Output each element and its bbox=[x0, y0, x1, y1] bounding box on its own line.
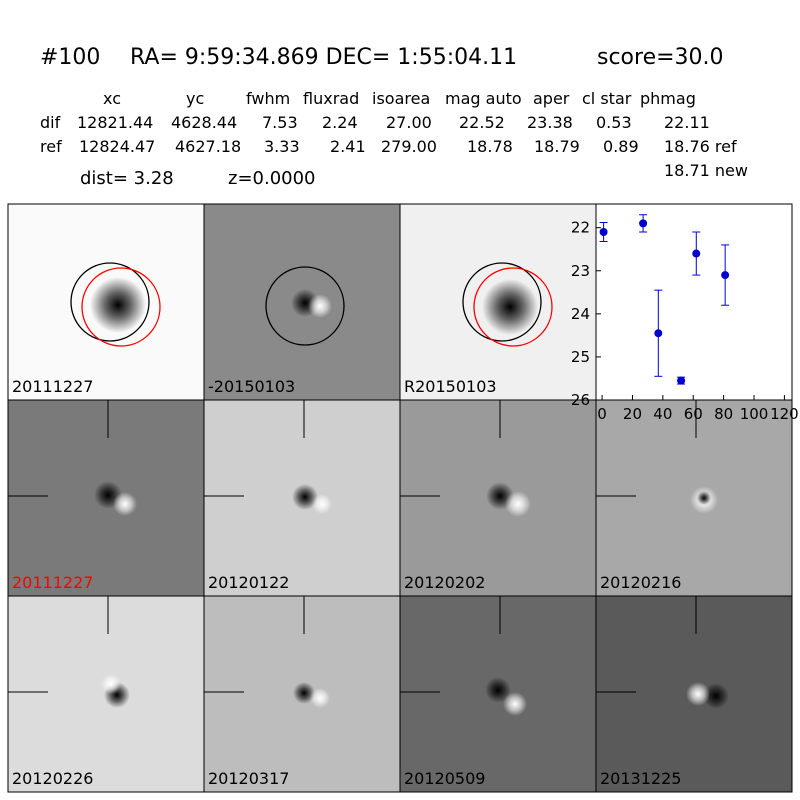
stamp-label: R20150103 bbox=[404, 377, 497, 396]
data-point bbox=[692, 249, 701, 258]
stamp-label: 20120122 bbox=[208, 573, 289, 592]
data-point bbox=[654, 329, 663, 338]
stamp: 20120509 bbox=[399, 595, 597, 793]
object-id: #100 bbox=[40, 45, 100, 70]
aperture-circle bbox=[81, 267, 161, 347]
table-cell: 22.11 bbox=[664, 113, 710, 132]
source-positive bbox=[310, 688, 330, 708]
stamp-label: 20111227 bbox=[12, 573, 93, 592]
source-positive bbox=[312, 494, 332, 514]
table-cell: 0.53 bbox=[596, 113, 632, 132]
aperture-circle bbox=[462, 262, 542, 342]
aperture-circle bbox=[473, 267, 553, 347]
table-cell: 27.00 bbox=[386, 113, 432, 132]
source-positive bbox=[686, 682, 710, 706]
column-header: phmag bbox=[640, 89, 696, 108]
table-cell: 3.33 bbox=[264, 137, 300, 156]
aperture-circle bbox=[70, 262, 150, 342]
stamp: 20120226 bbox=[7, 595, 205, 793]
redshift: z=0.0000 bbox=[228, 168, 316, 189]
stamp: -20150103 bbox=[203, 203, 401, 401]
column-header: fwhm bbox=[246, 89, 290, 108]
stamp: 20120122 bbox=[203, 399, 401, 597]
stamp: 20120202 bbox=[399, 399, 597, 597]
column-header: isoarea bbox=[372, 89, 430, 108]
column-header: aper bbox=[533, 89, 570, 108]
table-cell: ref bbox=[40, 137, 62, 156]
phmag-new: 18.71 new bbox=[664, 161, 748, 180]
table-cell: 2.24 bbox=[322, 113, 358, 132]
stamp-label: 20131225 bbox=[600, 769, 681, 788]
column-header: yc bbox=[186, 89, 204, 108]
coordinates: RA= 9:59:34.869 DEC= 1:55:04.11 bbox=[130, 45, 517, 70]
stamp-label: 20111227 bbox=[12, 377, 93, 396]
table-cell: 2.41 bbox=[330, 137, 366, 156]
source-positive bbox=[101, 674, 121, 694]
score: score=30.0 bbox=[597, 45, 724, 70]
x-tick-label: 80 bbox=[714, 405, 733, 423]
source-positive bbox=[503, 692, 527, 716]
table-cell: dif bbox=[40, 113, 61, 132]
table-cell: 0.89 bbox=[603, 137, 639, 156]
x-tick-label: 0 bbox=[597, 405, 607, 423]
y-tick-label: 25 bbox=[571, 348, 590, 366]
data-point bbox=[721, 271, 730, 280]
source-positive bbox=[113, 492, 137, 516]
stamp: 20131225 bbox=[595, 595, 793, 793]
stamp-label: -20150103 bbox=[208, 377, 295, 396]
source-negative bbox=[292, 484, 318, 510]
table-cell: 23.38 bbox=[527, 113, 573, 132]
stamp: 20120216 bbox=[595, 399, 793, 597]
data-point bbox=[599, 228, 608, 236]
column-header: xc bbox=[103, 89, 121, 108]
stamp: R20150103 bbox=[399, 203, 597, 401]
column-header: mag auto bbox=[445, 89, 522, 108]
table-cell: 18.78 bbox=[467, 137, 513, 156]
data-point bbox=[639, 219, 648, 228]
source-negative bbox=[482, 279, 538, 335]
source-negative bbox=[703, 683, 729, 709]
y-tick-label: 24 bbox=[571, 305, 590, 323]
column-header: cl star bbox=[582, 89, 632, 108]
table-cell: 4627.18 bbox=[175, 137, 241, 156]
table-cell: 18.76 ref bbox=[664, 137, 737, 156]
y-tick-label: 23 bbox=[571, 262, 590, 280]
x-tick-label: 20 bbox=[623, 405, 642, 423]
stamp: 20120317 bbox=[203, 595, 401, 793]
x-tick-label: 60 bbox=[684, 405, 703, 423]
y-tick-label: 26 bbox=[571, 391, 590, 409]
stamp-label: 20120202 bbox=[404, 573, 485, 592]
column-header: fluxrad bbox=[303, 89, 359, 108]
stamp: 20111227 bbox=[7, 399, 205, 597]
y-tick-label: 22 bbox=[571, 219, 590, 237]
table-cell: 279.00 bbox=[381, 137, 437, 156]
distance: dist= 3.28 bbox=[80, 168, 174, 189]
x-tick-label: 100 bbox=[740, 405, 769, 423]
table-cell: 4628.44 bbox=[171, 113, 237, 132]
source-negative bbox=[90, 277, 146, 333]
stamp-label: 20120226 bbox=[12, 769, 93, 788]
source-negative bbox=[697, 491, 711, 505]
stamp-label: 20120509 bbox=[404, 769, 485, 788]
x-tick-label: 40 bbox=[653, 405, 672, 423]
chart-area bbox=[595, 203, 793, 401]
table-cell: 12821.44 bbox=[77, 113, 153, 132]
stamp: 20111227 bbox=[7, 203, 205, 401]
table-cell: 7.53 bbox=[262, 113, 298, 132]
table-cell: 22.52 bbox=[459, 113, 505, 132]
table-cell: 18.79 bbox=[534, 137, 580, 156]
data-point bbox=[677, 376, 686, 385]
source-positive bbox=[308, 294, 332, 318]
source-positive bbox=[505, 491, 531, 517]
table-cell: 12824.47 bbox=[79, 137, 155, 156]
source-negative bbox=[485, 677, 511, 703]
source-negative bbox=[293, 682, 315, 704]
aperture-circle bbox=[265, 266, 345, 346]
x-tick-label: 120 bbox=[770, 405, 799, 423]
stamp-label: 20120317 bbox=[208, 769, 289, 788]
stamp-label: 20120216 bbox=[600, 573, 681, 592]
